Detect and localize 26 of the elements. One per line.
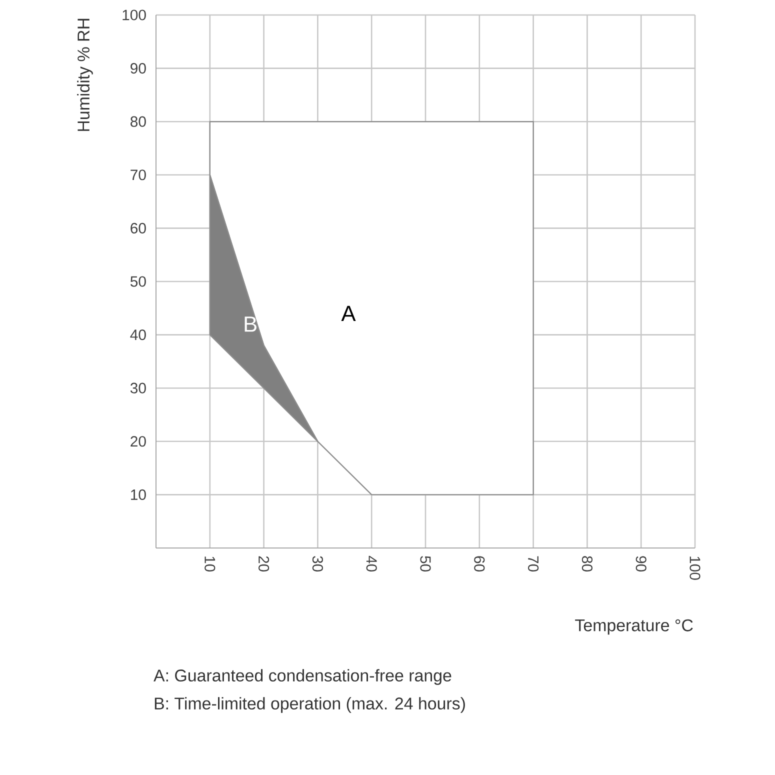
- x-tick-label: 70: [528, 556, 539, 572]
- y-tick-label: 30: [130, 382, 146, 394]
- x-tick-label: 80: [582, 556, 592, 572]
- y-tick-label: 60: [130, 222, 146, 234]
- y-tick-label: 40: [130, 330, 146, 340]
- x-tick-label: 40: [366, 556, 377, 572]
- y-tick-label: 70: [130, 170, 146, 180]
- y-tick-label: 50: [130, 276, 146, 287]
- x-tick-label: 30: [312, 556, 323, 572]
- x-tick-label: 10: [204, 556, 216, 572]
- y-tick-label: 20: [130, 436, 146, 447]
- y-tick-label: 90: [130, 63, 146, 74]
- x-tick-label: 90: [636, 556, 646, 572]
- text: A: Guaranteed condensation-free range: [154, 669, 452, 685]
- y-tick-label: 100: [122, 10, 146, 20]
- y-tick-label: 80: [130, 116, 146, 127]
- y-axis-title: Humidity % RH: [77, 18, 93, 131]
- annotation: A: [341, 306, 356, 322]
- x-tick-label: 50: [420, 556, 431, 572]
- y-tick-label: 10: [131, 489, 146, 500]
- text: B: Time-limited operation (max. 24 hours): [154, 697, 465, 713]
- x-tick-label: 60: [474, 556, 485, 572]
- x-axis-title: Temperature °C: [575, 619, 693, 635]
- annotation: B: [244, 316, 256, 332]
- x-tick-label: 100: [690, 556, 700, 580]
- x-tick-label: 20: [258, 556, 270, 572]
